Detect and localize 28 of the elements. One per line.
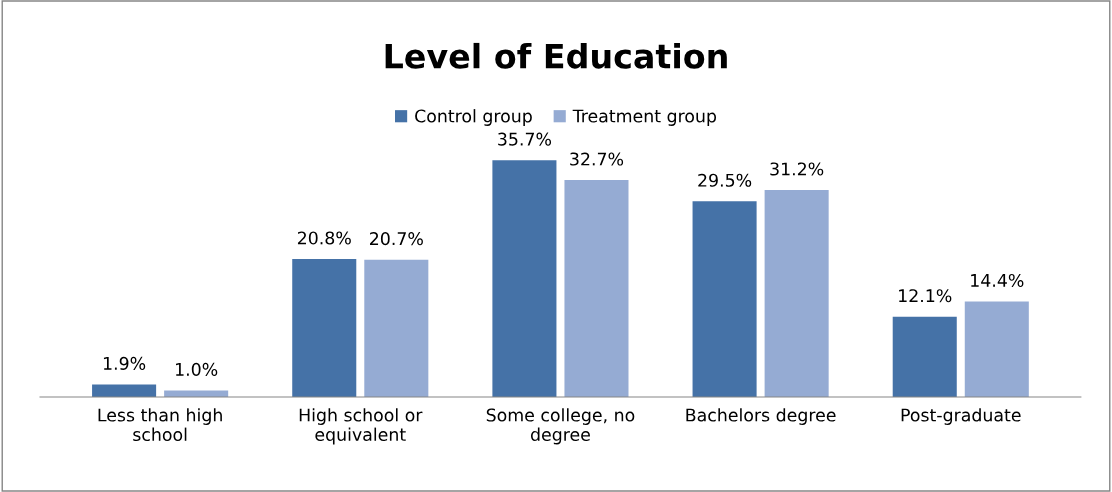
- bar: [692, 201, 757, 398]
- bar: [364, 259, 429, 398]
- bar: [892, 316, 957, 398]
- bar: [492, 160, 557, 398]
- x-tick-label: Some college, no degree: [486, 408, 635, 445]
- data-label: 20.8%: [297, 231, 351, 245]
- bar: [92, 384, 157, 398]
- data-label: 12.1%: [899, 289, 952, 303]
- legend-label: Treatment group: [572, 109, 717, 126]
- data-label: 14.4%: [971, 273, 1024, 288]
- data-label: 32.7%: [570, 152, 624, 166]
- bar: [292, 259, 357, 398]
- data-label: 31.2%: [770, 162, 824, 176]
- data-label: 29.5%: [698, 173, 752, 187]
- data-label: 1.9%: [103, 356, 146, 370]
- x-tick-label: Less than high school: [98, 408, 222, 442]
- data-label: 1.0%: [176, 362, 218, 376]
- chart-title: Level of Education: [385, 42, 727, 69]
- bar: [164, 390, 229, 398]
- legend-label: Control group: [415, 109, 532, 126]
- bar: [564, 180, 629, 398]
- x-tick-label: High school or equivalent: [299, 408, 423, 445]
- data-label: 20.7%: [370, 232, 423, 246]
- bar: [964, 301, 1029, 398]
- data-label: 35.7%: [498, 132, 552, 146]
- x-tick-label: Bachelors degree: [686, 408, 836, 425]
- bar: [764, 190, 829, 398]
- x-tick-label: Post-graduate: [901, 408, 1021, 425]
